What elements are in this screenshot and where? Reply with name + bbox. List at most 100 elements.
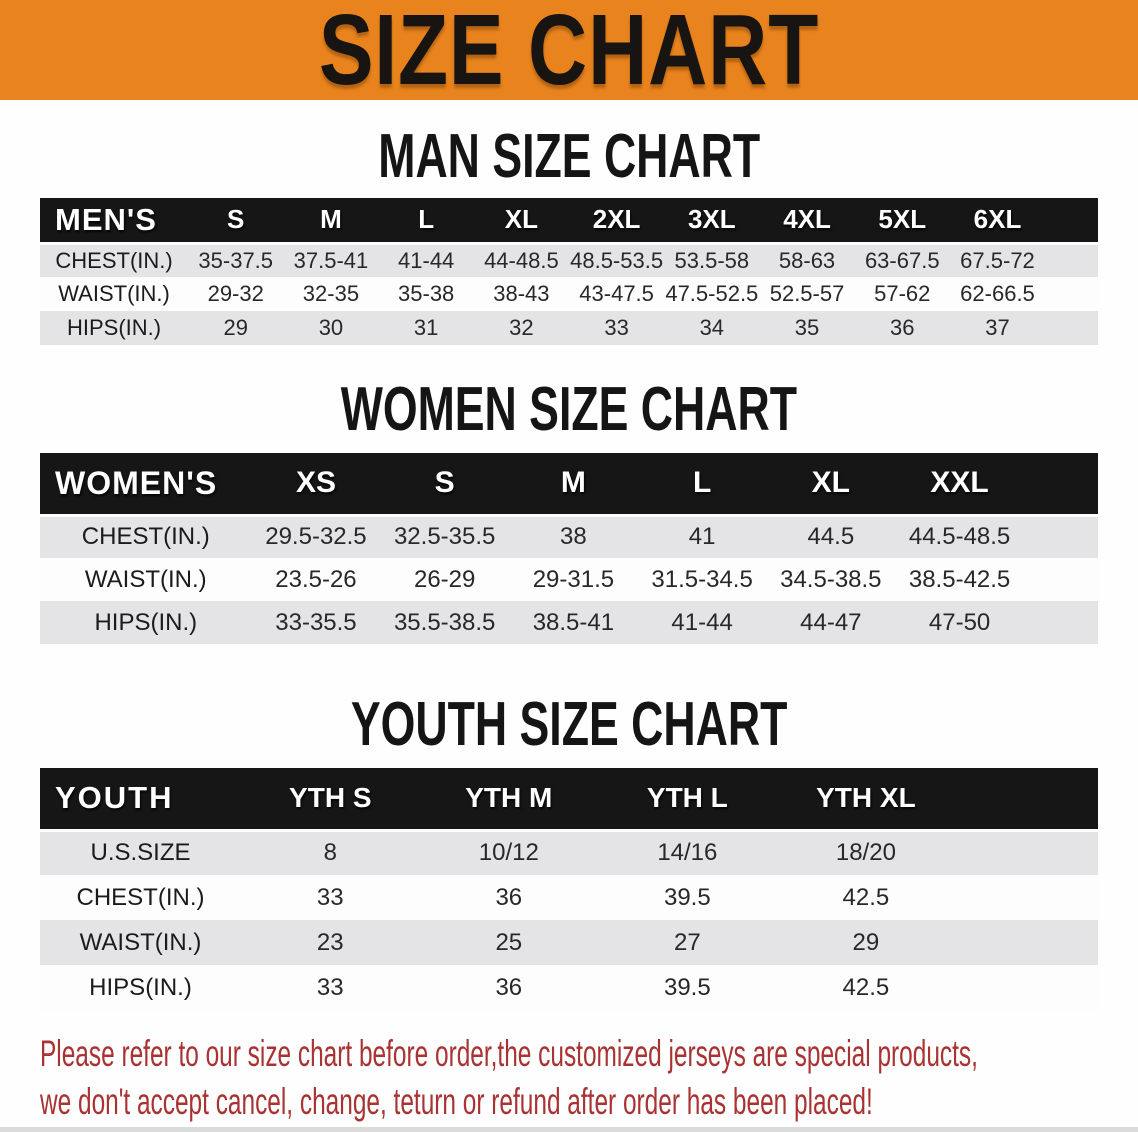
row-label: WAIST(IN.) xyxy=(79,928,202,956)
youth-section-heading: YOUTH SIZE CHART xyxy=(0,694,1138,756)
size-value-cell: 29 xyxy=(852,928,880,956)
size-value-cell: 29 xyxy=(223,315,248,340)
size-value-cell: 47-50 xyxy=(928,608,991,636)
size-value-cell: 25 xyxy=(495,928,523,956)
table-header-row: MEN'S S M L XL 2XL 3XL 4XL 5XL 6XL xyxy=(40,198,1098,243)
column-header: L xyxy=(692,466,712,500)
row-label: U.S.SIZE xyxy=(90,839,191,867)
size-value-cell: 14/16 xyxy=(657,839,718,867)
size-value-cell: 63-67.5 xyxy=(864,247,940,273)
size-value-cell: 35 xyxy=(794,315,820,340)
size-value-cell: 31.5-34.5 xyxy=(651,565,753,593)
table-row: WAIST(IN.) 23.5-26 26-29 29-31.5 31.5-34.5 34… xyxy=(40,558,1098,601)
disclaimer-line-2: we don't accept cancel, change, teturn o… xyxy=(40,1082,1098,1130)
men-section-heading-text: MAN SIZE CHART xyxy=(378,122,760,191)
size-value-cell: 47.5-52.5 xyxy=(665,281,759,306)
women-size-table: WOMEN'S XS S M L XL XXL CHEST(IN.) 29.5-32.5 32.5… xyxy=(40,453,1098,644)
size-value-cell: 44-48.5 xyxy=(484,247,559,273)
header-filler xyxy=(1024,453,1098,515)
column-header: YTH XL xyxy=(816,782,916,814)
size-value-cell: 42.5 xyxy=(842,973,890,1001)
table-header-row: YOUTH YTH S YTH M YTH L YTH XL xyxy=(40,768,1098,830)
table-header-label: YOUTH xyxy=(55,780,174,816)
size-value-cell: 44.5 xyxy=(807,523,855,551)
column-header: YTH M xyxy=(465,782,553,814)
size-value-cell: 41-44 xyxy=(671,608,733,636)
column-header: XXL xyxy=(930,466,989,500)
size-value-cell: 42.5 xyxy=(842,883,890,911)
row-filler xyxy=(1045,243,1098,277)
table-row: U.S.SIZE 8 10/12 14/16 18/20 xyxy=(40,830,1098,875)
column-header: XS xyxy=(295,466,336,500)
column-header: S xyxy=(227,204,245,235)
size-value-cell: 32-35 xyxy=(302,281,360,306)
size-value-cell: 33 xyxy=(316,883,344,911)
bottom-strip xyxy=(0,1127,1138,1132)
section-women: WOMEN SIZE CHART WOMEN'S XS S M L XL XXL CHEST(… xyxy=(0,379,1138,644)
row-label: CHEST(IN.) xyxy=(76,883,205,911)
row-filler xyxy=(955,875,1098,920)
column-header: 5XL xyxy=(878,204,927,235)
table-row: CHEST(IN.) 29.5-32.5 32.5-35.5 38 41 44.5 44.5… xyxy=(40,515,1098,558)
size-value-cell: 38.5-41 xyxy=(532,608,615,636)
table-row: HIPS(IN.) 33-35.5 35.5-38.5 38.5-41 41-44 44-… xyxy=(40,601,1098,644)
row-label: HIPS(IN.) xyxy=(89,973,192,1001)
column-header: XL xyxy=(504,204,538,235)
size-value-cell: 38 xyxy=(560,523,587,551)
size-value-cell: 38.5-42.5 xyxy=(908,565,1011,593)
table-row: WAIST(IN.) 23 25 27 29 xyxy=(40,920,1098,965)
row-filler xyxy=(955,830,1098,875)
size-value-cell: 29-32 xyxy=(207,281,264,306)
size-value-cell: 33 xyxy=(604,315,629,340)
row-label: CHEST(IN.) xyxy=(81,523,210,551)
column-header: 6XL xyxy=(973,204,1022,235)
row-filler xyxy=(1024,601,1098,644)
size-value-cell: 44-47 xyxy=(800,608,862,636)
column-header: M xyxy=(320,204,342,235)
men-size-table: MEN'S S M L XL 2XL 3XL 4XL 5XL 6XL CHEST(IN.) 35-37… xyxy=(40,198,1098,345)
size-value-cell: 38-43 xyxy=(493,281,550,306)
size-value-cell: 36 xyxy=(890,315,915,340)
size-value-cell: 67.5-72 xyxy=(960,247,1035,273)
size-value-cell: 32 xyxy=(509,315,534,340)
size-value-cell: 58-63 xyxy=(778,247,836,273)
size-value-cell: 31 xyxy=(413,315,439,340)
size-value-cell: 34 xyxy=(699,315,725,340)
size-value-cell: 29.5-32.5 xyxy=(265,523,367,551)
size-value-cell: 18/20 xyxy=(835,839,896,867)
table-header-row: WOMEN'S XS S M L XL XXL xyxy=(40,453,1098,515)
men-section-heading: MAN SIZE CHART xyxy=(0,126,1138,188)
section-men: MAN SIZE CHART MEN'S S M L XL 2XL 3XL 4XL 5XL 6XL… xyxy=(0,126,1138,345)
column-header: 3XL xyxy=(687,204,736,235)
size-value-cell: 37 xyxy=(985,315,1010,340)
size-value-cell: 62-66.5 xyxy=(960,281,1035,306)
size-value-cell: 41-44 xyxy=(398,247,455,273)
column-header: S xyxy=(434,466,455,500)
table-row: CHEST(IN.) 35-37.5 37.5-41 41-44 44-48.5 48.5… xyxy=(40,243,1098,277)
size-value-cell: 23 xyxy=(316,928,344,956)
column-header: L xyxy=(418,204,435,235)
column-header: 4XL xyxy=(783,204,831,235)
column-header: XL xyxy=(811,466,850,500)
size-value-cell: 29-31.5 xyxy=(532,565,615,593)
size-value-cell: 35-37.5 xyxy=(198,247,274,273)
table-row: CHEST(IN.) 33 36 39.5 42.5 xyxy=(40,875,1098,920)
size-value-cell: 34.5-38.5 xyxy=(780,565,882,593)
row-label: HIPS(IN.) xyxy=(66,315,162,340)
row-label: WAIST(IN.) xyxy=(84,565,207,593)
row-label: CHEST(IN.) xyxy=(55,247,173,273)
size-value-cell: 41 xyxy=(688,523,716,551)
size-value-cell: 39.5 xyxy=(663,883,711,911)
size-value-cell: 53.5-58 xyxy=(674,247,750,273)
size-value-cell: 30 xyxy=(318,315,344,340)
banner: SIZE CHART xyxy=(0,0,1138,100)
size-value-cell: 37.5-41 xyxy=(293,247,369,273)
size-value-cell: 36 xyxy=(495,883,523,911)
disclaimer-line-2-text: we don't accept cancel, change, teturn o… xyxy=(40,1081,873,1122)
banner-title: SIZE CHART xyxy=(318,0,820,106)
size-value-cell: 23.5-26 xyxy=(275,565,357,593)
size-value-cell: 48.5-53.5 xyxy=(570,247,664,273)
row-filler xyxy=(955,920,1098,965)
disclaimer-line-1: Please refer to our size chart before or… xyxy=(40,1034,1098,1082)
